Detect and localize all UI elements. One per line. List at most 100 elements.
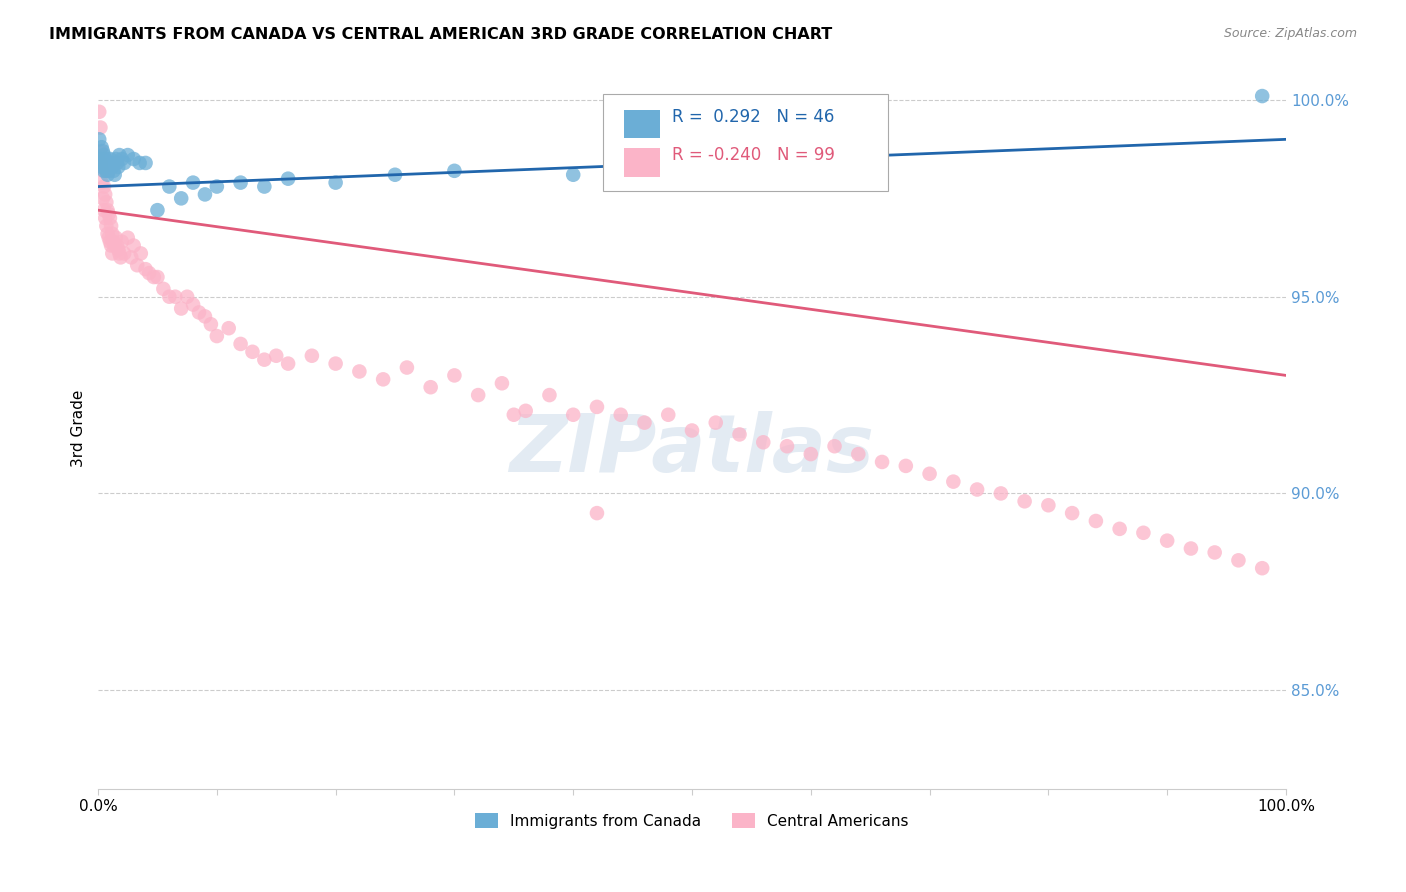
Point	[325, 357, 347, 371]
Point	[94, 152, 117, 166]
Point	[96, 168, 118, 182]
Point	[101, 246, 124, 260]
Point	[1156, 533, 1178, 548]
Point	[681, 160, 703, 174]
Point	[89, 120, 111, 135]
Point	[91, 144, 114, 158]
Point	[111, 235, 134, 249]
Point	[107, 243, 129, 257]
Point	[218, 321, 240, 335]
Text: ZIPatlas: ZIPatlas	[509, 411, 875, 489]
Point	[96, 227, 118, 241]
Point	[325, 176, 347, 190]
Point	[104, 238, 127, 252]
Point	[112, 246, 135, 260]
Point	[1227, 553, 1250, 567]
Point	[491, 376, 513, 391]
Point	[152, 282, 174, 296]
Point	[97, 163, 120, 178]
Point	[194, 187, 217, 202]
Point	[277, 357, 299, 371]
Point	[800, 447, 823, 461]
Point	[104, 230, 127, 244]
Point	[384, 168, 406, 182]
Point	[1014, 494, 1036, 508]
Point	[90, 176, 112, 190]
Point	[188, 305, 211, 319]
Point	[776, 439, 799, 453]
Point	[349, 364, 371, 378]
Text: Source: ZipAtlas.com: Source: ZipAtlas.com	[1223, 27, 1357, 40]
Point	[633, 416, 655, 430]
Point	[103, 163, 125, 178]
Point	[122, 152, 145, 166]
Point	[301, 349, 323, 363]
Point	[135, 156, 157, 170]
Point	[110, 251, 132, 265]
Point	[89, 152, 111, 166]
Legend: Immigrants from Canada, Central Americans: Immigrants from Canada, Central American…	[470, 806, 915, 835]
Point	[194, 310, 217, 324]
Point	[200, 318, 222, 332]
Point	[93, 179, 115, 194]
Point	[253, 179, 276, 194]
Point	[1180, 541, 1202, 556]
Point	[1251, 561, 1274, 575]
Point	[100, 156, 122, 170]
Point	[96, 203, 118, 218]
Point	[142, 270, 165, 285]
Point	[1084, 514, 1107, 528]
Point	[562, 168, 585, 182]
Point	[90, 156, 112, 170]
Point	[100, 219, 122, 233]
Point	[127, 258, 149, 272]
Point	[129, 246, 152, 260]
Point	[93, 163, 115, 178]
FancyBboxPatch shape	[603, 94, 889, 191]
Point	[229, 337, 252, 351]
Point	[135, 262, 157, 277]
Point	[242, 344, 264, 359]
Point	[538, 388, 561, 402]
Point	[966, 483, 988, 497]
Point	[94, 160, 117, 174]
Point	[515, 404, 537, 418]
Y-axis label: 3rd Grade: 3rd Grade	[72, 390, 86, 467]
Point	[100, 238, 122, 252]
Point	[108, 246, 131, 260]
Text: R = -0.240   N = 99: R = -0.240 N = 99	[672, 145, 835, 163]
Point	[419, 380, 441, 394]
Point	[443, 163, 465, 178]
Point	[120, 251, 142, 265]
Point	[229, 176, 252, 190]
Point	[138, 266, 160, 280]
Point	[89, 144, 111, 158]
Point	[170, 301, 193, 316]
Point	[91, 191, 114, 205]
Point	[103, 235, 125, 249]
Point	[91, 156, 114, 170]
Point	[104, 168, 127, 182]
Point	[657, 408, 679, 422]
Point	[98, 235, 121, 249]
Point	[90, 160, 112, 174]
FancyBboxPatch shape	[624, 110, 659, 138]
Point	[105, 238, 128, 252]
Point	[752, 435, 775, 450]
Point	[94, 211, 117, 225]
Point	[205, 179, 228, 194]
Point	[205, 329, 228, 343]
Point	[94, 187, 117, 202]
Point	[942, 475, 965, 489]
Point	[586, 400, 609, 414]
Point	[122, 238, 145, 252]
Text: R =  0.292   N = 46: R = 0.292 N = 46	[672, 108, 834, 126]
Point	[128, 156, 150, 170]
Point	[101, 160, 124, 174]
Point	[117, 230, 139, 244]
Point	[89, 132, 111, 146]
Point	[443, 368, 465, 383]
Point	[1251, 89, 1274, 103]
Point	[870, 455, 893, 469]
Point	[112, 156, 135, 170]
